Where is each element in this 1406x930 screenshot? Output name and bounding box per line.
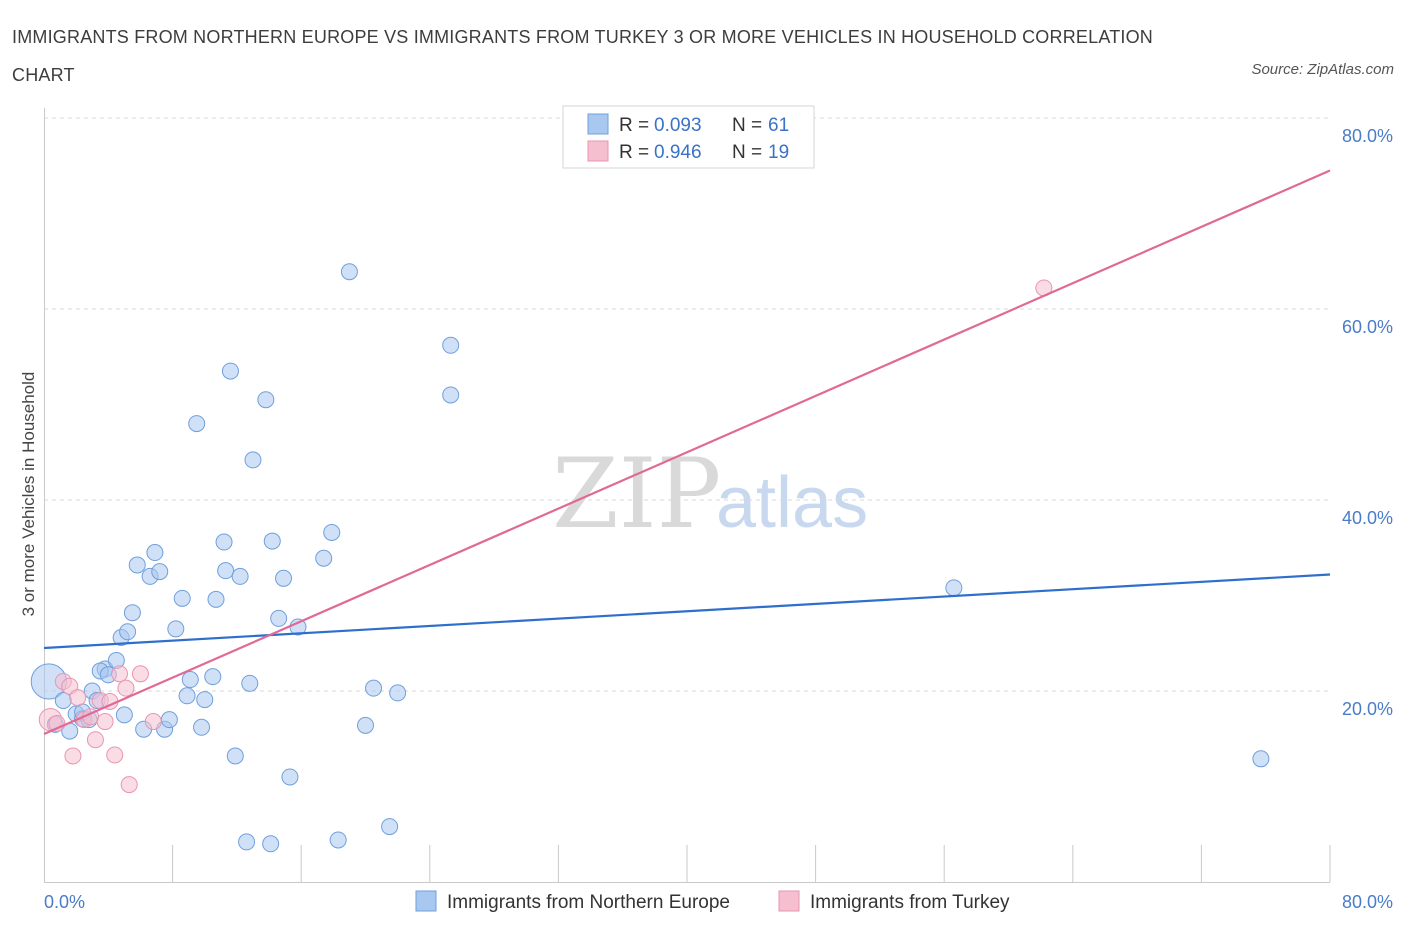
y-tick-label-60: 60.0% bbox=[1342, 317, 1393, 337]
point-turkey-14 bbox=[117, 679, 135, 697]
point-northern-europe-49 bbox=[323, 523, 341, 541]
point-northern-europe-15 bbox=[115, 706, 133, 724]
point-northern-europe-17 bbox=[128, 556, 146, 574]
point-northern-europe-55 bbox=[389, 684, 407, 702]
legend-r-value-blue: 0.093 bbox=[654, 115, 702, 136]
point-turkey-4 bbox=[64, 747, 82, 765]
watermark: ZIP atlas bbox=[552, 438, 868, 550]
point-northern-europe-2 bbox=[54, 692, 72, 710]
point-northern-europe-36 bbox=[226, 747, 244, 765]
legend-swatch-blue bbox=[587, 113, 609, 135]
point-northern-europe-39 bbox=[244, 451, 262, 469]
series-legend-label-blue: Immigrants from Northern Europe bbox=[447, 892, 730, 913]
point-northern-europe-44 bbox=[270, 609, 288, 627]
point-northern-europe-20 bbox=[146, 544, 164, 562]
trend-line-pink bbox=[43, 169, 1331, 735]
point-northern-europe-46 bbox=[281, 768, 299, 786]
legend-swatch-pink bbox=[587, 140, 609, 162]
y-tick-labels: 20.0% 40.0% 60.0% 80.0% bbox=[1342, 126, 1393, 719]
point-northern-europe-51 bbox=[340, 263, 358, 281]
point-turkey-10 bbox=[96, 713, 114, 731]
point-northern-europe-32 bbox=[207, 590, 225, 608]
point-turkey-8 bbox=[86, 731, 104, 749]
x-ticks bbox=[172, 845, 1331, 882]
point-northern-europe-24 bbox=[167, 620, 185, 638]
chart-title: IMMIGRANTS FROM NORTHERN EUROPE VS IMMIG… bbox=[12, 27, 1153, 85]
point-northern-europe-43 bbox=[263, 532, 281, 550]
y-tick-label-40: 40.0% bbox=[1342, 508, 1393, 528]
grid-lines bbox=[44, 117, 1330, 692]
point-northern-europe-35 bbox=[221, 362, 239, 380]
legend-r-label-blue: R = bbox=[619, 115, 649, 136]
point-turkey-15 bbox=[120, 776, 138, 794]
series-legend: Immigrants from Northern Europe Immigran… bbox=[415, 890, 1010, 913]
source-label: Source: ZipAtlas.com bbox=[1251, 61, 1394, 78]
point-turkey-17 bbox=[144, 713, 162, 731]
point-northern-europe-50 bbox=[329, 831, 347, 849]
legend-n-label-pink: N = bbox=[732, 142, 762, 163]
point-northern-europe-27 bbox=[181, 671, 199, 689]
legend-r-value-pink: 0.946 bbox=[654, 142, 702, 163]
y-tick-label-80: 80.0% bbox=[1342, 126, 1393, 146]
point-northern-europe-21 bbox=[151, 563, 169, 581]
watermark-zip: ZIP bbox=[552, 438, 721, 550]
y-axis-title: 3 or more Vehicles in Household bbox=[19, 372, 38, 617]
legend: R = 0.093 N = 61 R = 0.946 N = 19 bbox=[562, 105, 815, 169]
point-northern-europe-40 bbox=[257, 391, 275, 409]
point-northern-europe-38 bbox=[241, 674, 259, 692]
y-tick-label-20: 20.0% bbox=[1342, 699, 1393, 719]
point-northern-europe-33 bbox=[215, 533, 233, 551]
point-northern-europe-57 bbox=[442, 386, 460, 404]
trend-line-blue bbox=[43, 573, 1331, 650]
point-northern-europe-58 bbox=[945, 579, 963, 597]
point-northern-europe-41 bbox=[238, 833, 256, 851]
legend-n-value-pink: 19 bbox=[768, 142, 789, 163]
series-turkey bbox=[38, 279, 1053, 794]
point-northern-europe-25 bbox=[173, 589, 191, 607]
point-northern-europe-56 bbox=[442, 336, 460, 354]
point-turkey-12 bbox=[106, 746, 124, 764]
x-tick-label-max: 80.0% bbox=[1342, 892, 1393, 912]
legend-r-label-pink: R = bbox=[619, 142, 649, 163]
trend-lines bbox=[43, 169, 1331, 735]
point-northern-europe-26 bbox=[178, 687, 196, 705]
point-northern-europe-54 bbox=[381, 818, 399, 836]
point-northern-europe-37 bbox=[231, 567, 249, 585]
point-northern-europe-34 bbox=[217, 562, 235, 580]
point-northern-europe-31 bbox=[204, 668, 222, 686]
point-northern-europe-59 bbox=[1252, 750, 1270, 768]
point-northern-europe-48 bbox=[315, 549, 333, 567]
point-turkey-13 bbox=[111, 665, 129, 683]
series-legend-swatch-pink bbox=[778, 890, 800, 912]
series-northern-europe bbox=[30, 263, 1270, 853]
point-northern-europe-14 bbox=[119, 623, 137, 641]
point-northern-europe-53 bbox=[365, 679, 383, 697]
legend-n-value-blue: 61 bbox=[768, 115, 789, 136]
x-tick-label-min: 0.0% bbox=[44, 892, 85, 912]
point-northern-europe-30 bbox=[196, 691, 214, 709]
point-northern-europe-16 bbox=[123, 604, 141, 622]
series-legend-swatch-blue bbox=[415, 890, 437, 912]
point-northern-europe-52 bbox=[357, 716, 374, 734]
point-turkey-5 bbox=[69, 689, 87, 707]
point-northern-europe-23 bbox=[160, 711, 178, 729]
series-legend-label-pink: Immigrants from Turkey bbox=[810, 892, 1010, 913]
point-northern-europe-42 bbox=[262, 835, 280, 853]
point-northern-europe-28 bbox=[188, 415, 206, 433]
point-turkey-16 bbox=[131, 665, 149, 683]
axes bbox=[44, 108, 1330, 883]
legend-n-label-blue: N = bbox=[732, 115, 762, 136]
watermark-atlas: atlas bbox=[716, 463, 868, 543]
point-northern-europe-45 bbox=[275, 569, 293, 587]
point-northern-europe-29 bbox=[193, 718, 211, 736]
